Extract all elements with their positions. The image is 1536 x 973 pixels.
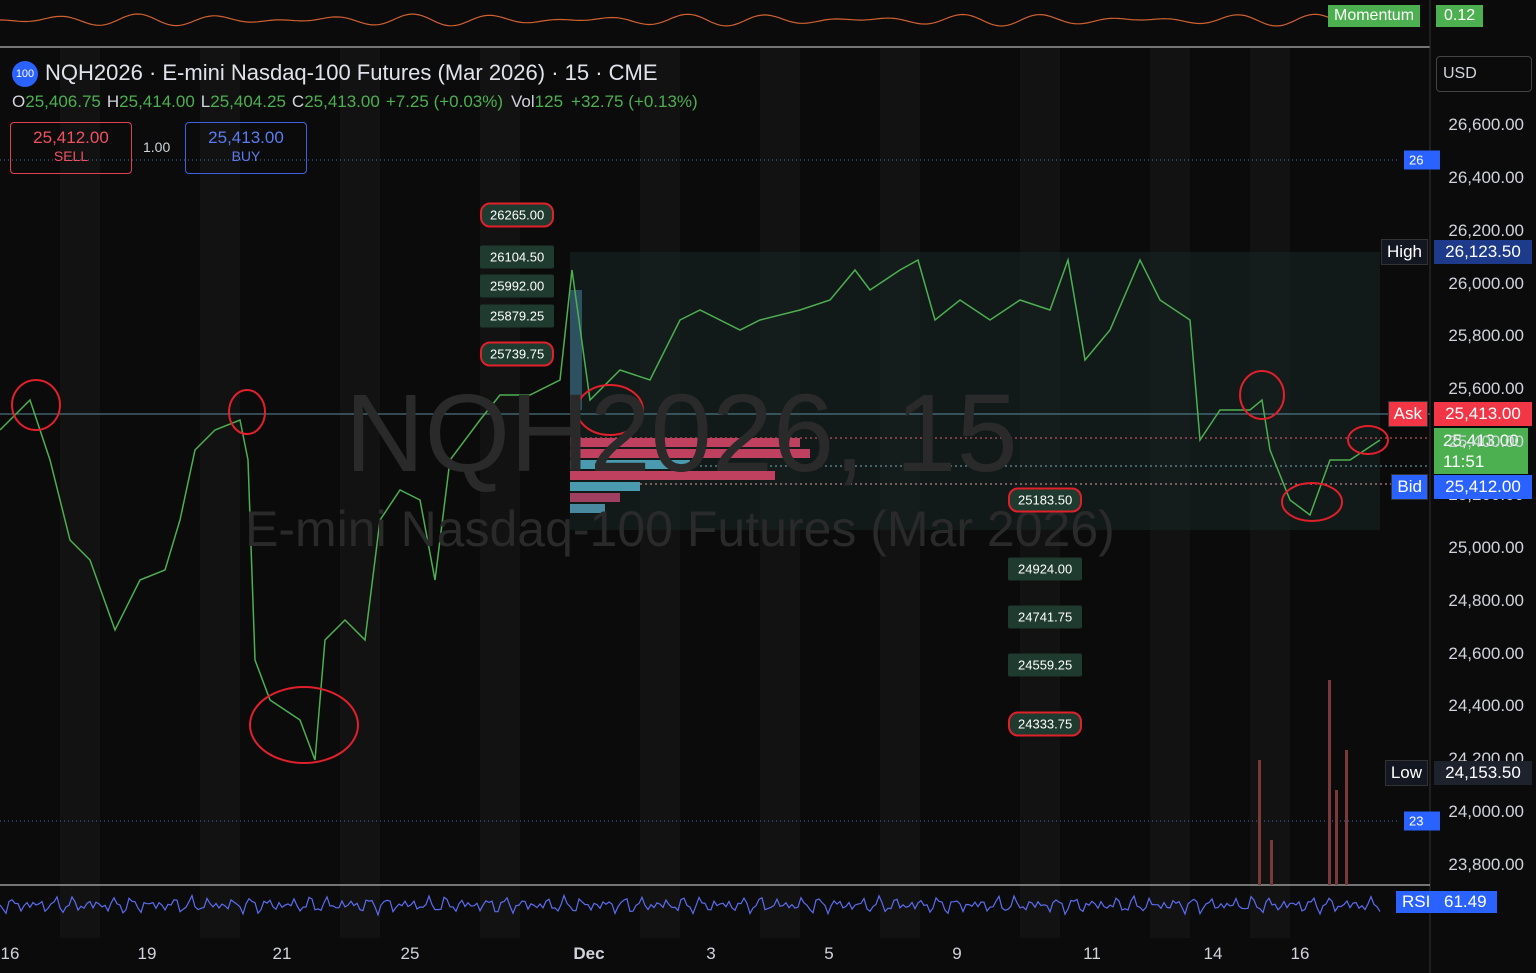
change: +7.25 (+0.03%) [385,92,504,111]
ohlc-value: 25,406.75 [25,92,101,111]
price-tick: 25,600.00 [1448,379,1524,399]
price-tick: 25,400.00 [1448,432,1524,452]
badge-label: Ask [1387,401,1428,427]
badge-value: 26,123.50 [1434,240,1532,264]
level-label: 25992.00 [480,274,555,298]
sell-button[interactable]: 25,412.00 SELL [10,122,132,174]
last-price-value: 25,413.00 [1443,431,1519,450]
price-tick: 26,600.00 [1448,115,1524,134]
price-tick: 23,800.00 [1448,855,1524,875]
quantity[interactable]: 1.00 [143,139,171,155]
volume-bars [1258,680,1348,885]
badge-value: 25,413.00 [1434,402,1532,426]
symbol-badge: 100 [12,61,38,87]
time-tick: 21 [272,944,292,963]
buy-button[interactable]: 25,413.00 BUY [185,122,307,174]
badge-label: Low [1384,760,1428,786]
level-label: 24333.75 [1008,711,1083,737]
ohlc-value: 25,404.25 [210,92,286,111]
price-line [0,257,1381,761]
vol-label: Vol [511,92,535,111]
watermark-name: E-mini Nasdaq-100 Futures (Mar 2026) [245,501,1115,557]
time-tick: 19 [137,944,157,963]
vol: 125 [534,92,564,111]
level-label: 24559.25 [1008,653,1083,677]
ohlc-label: C [291,92,305,111]
level-label: 24741.75 [1008,605,1083,629]
badge-label: Bid [1391,474,1428,500]
momentum-line [0,13,1381,27]
ohlc-row: O25,406.75 H25,414.00 L25,404.25 C25,413.00… [12,92,698,112]
time-tick: 11 [1083,944,1101,963]
time-tick: 9 [952,944,962,963]
price-tick: 26,400.00 [1448,167,1524,187]
price-tick: 25,000.00 [1448,537,1524,557]
level-label: 25183.50 [1008,487,1083,513]
level-label: 26265.00 [480,202,555,228]
price-tick: 24,600.00 [1448,643,1524,663]
badge-value: 24,153.50 [1434,761,1532,785]
time-tick: 3 [706,944,716,963]
indicator-value: 0.12 [1436,5,1484,27]
buy-label: BUY [231,148,261,164]
rsi-label: RSI [1396,891,1437,913]
watermark-symbol: NQH2026, 15 [345,372,1018,495]
ohlc-label: H [106,92,120,111]
buy-price: 25,413.00 [208,128,284,147]
time-tick: 16 [0,944,20,963]
level-label: 26104.50 [480,245,555,269]
time-tick: 16 [1290,944,1310,963]
ohlc-label: O [12,92,26,111]
alert-tag: 26 [1404,150,1440,170]
price-tick: 24,800.00 [1448,590,1524,610]
price-tick: 24,000.00 [1448,802,1524,822]
level-label: 25879.25 [480,304,555,328]
sell-label: SELL [53,148,89,164]
price-tick: 26,200.00 [1448,220,1524,240]
sell-price: 25,412.00 [33,128,109,147]
time-tick: 14 [1203,944,1223,963]
level-label: 25739.75 [480,341,555,367]
last-price: 25,413.00 11:51 [1434,428,1528,474]
annotations [11,370,1389,764]
rsi-line [0,893,1381,917]
symbol-title[interactable]: NQH2026 · E-mini Nasdaq-100 Futures (Mar… [45,60,658,85]
level-label: 24924.00 [1008,557,1083,581]
price-tick: 25,800.00 [1448,326,1524,346]
session-stripes [60,48,1290,938]
badge-label: High [1381,239,1428,265]
ohlc-value: 25,414.00 [119,92,195,111]
time-tick: Dec [573,944,605,963]
countdown: 11:51 [1443,452,1485,471]
alert-tag: 23 [1404,811,1440,831]
time-tick: 5 [824,944,834,963]
time-tick: 25 [400,944,420,963]
currency-select[interactable]: USD [1436,56,1532,92]
rsi-value: 61.49 [1434,891,1497,913]
price-tick: 26,000.00 [1448,273,1524,293]
vol-change: +32.75 (+0.13%) [571,92,698,111]
badge-value: 25,412.00 [1434,475,1532,499]
ohlc-value: 25,413.00 [304,92,380,111]
indicator-name: Momentum [1328,5,1421,27]
price-tick: 24,400.00 [1448,696,1524,716]
ohlc-label: L [200,92,211,111]
